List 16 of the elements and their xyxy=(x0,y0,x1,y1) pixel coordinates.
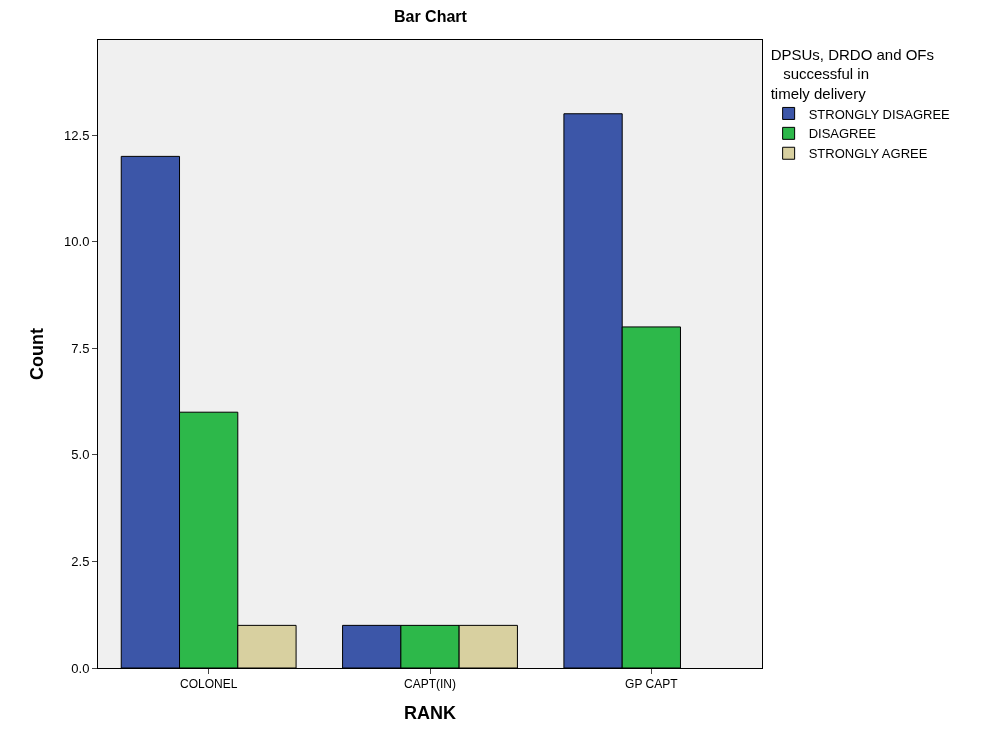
y-tick-label: 7.5 xyxy=(71,340,90,356)
x-tick-label: CAPT(IN) xyxy=(404,677,456,692)
chart-title: Bar Chart xyxy=(393,8,468,26)
y-tick-label: 5.0 xyxy=(71,447,90,463)
y-tick-label: 2.5 xyxy=(71,553,90,569)
legend-label: STRONGLY AGREE xyxy=(808,146,928,162)
x-axis-title: RANK xyxy=(404,702,456,723)
y-tick-label: 12.5 xyxy=(64,127,90,143)
x-tick-label: GP CAPT xyxy=(625,677,679,692)
x-tick-label: COLONEL xyxy=(179,677,238,692)
legend-label: STRONGLY DISAGREE xyxy=(808,106,951,122)
y-tick-label: 0.0 xyxy=(71,660,90,676)
y-tick-label: 10.0 xyxy=(64,234,90,250)
y-axis-title: Count xyxy=(27,328,48,380)
legend-label: DISAGREE xyxy=(808,126,877,142)
legend-title: DPSUs, DRDO and OFs successful in timely delivery xyxy=(770,45,935,102)
